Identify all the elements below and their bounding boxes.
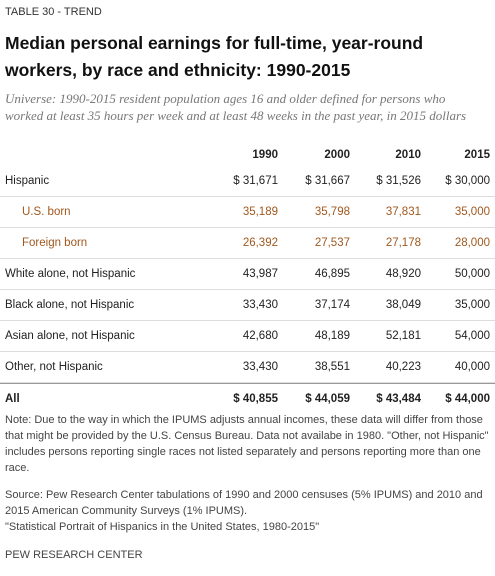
row-label: Other, not Hispanic [5, 361, 103, 373]
cell-value: $ 31,671 [233, 175, 278, 187]
cell-value: 50,000 [454, 268, 490, 280]
row-label: U.S. born [22, 206, 71, 218]
row-label: Hispanic [5, 175, 50, 187]
cell-value: 37,831 [385, 206, 421, 218]
cell-value: 40,223 [385, 361, 421, 373]
subtitle: Universe: 1990-2015 resident population … [5, 91, 467, 123]
table-row: All $ 40,855 $ 44,059 $ 43,484 $ 44,000 [0, 383, 495, 414]
note: Note: Due to the way in which the IPUMS … [5, 414, 489, 474]
cell-value: 42,680 [242, 330, 278, 342]
cell-value: 33,430 [242, 361, 278, 373]
cell-value: 38,551 [314, 361, 350, 373]
source: Source: Pew Research Center tabulations … [5, 489, 483, 517]
cell-value: $ 44,059 [305, 393, 350, 405]
org: PEW RESEARCH CENTER [5, 549, 143, 561]
row-label: Asian alone, not Hispanic [5, 330, 135, 342]
cell-value: $ 43,484 [376, 393, 421, 405]
cell-value: 28,000 [454, 237, 490, 249]
cell-value: 46,895 [314, 268, 350, 280]
cell-value: 26,392 [242, 237, 278, 249]
table-row: Asian alone, not Hispanic 42,680 48,189 52,… [0, 321, 495, 352]
cell-value: 35,798 [314, 206, 350, 218]
title: Median personal earnings for full-time, … [5, 33, 424, 80]
cell-value: $ 40,855 [233, 393, 278, 405]
table: 1990 2000 2010 2015 Hispanic $ 31,671 $ 31,667… [0, 144, 495, 414]
row-label: White alone, not Hispanic [5, 268, 136, 280]
table-row: Black alone, not Hispanic 33,430 37,174 38,… [0, 290, 495, 321]
table-row: Hispanic $ 31,671 $ 31,667 $ 31,526 $ 30,000 [0, 166, 495, 197]
cell-value: 40,000 [454, 361, 490, 373]
cell-value: 27,537 [314, 237, 350, 249]
cell-value: $ 30,000 [445, 175, 490, 187]
table-row: White alone, not Hispanic 43,987 46,895 48,… [0, 259, 495, 290]
table-row: U.S. born 35,189 35,798 37,831 35,000 [0, 197, 495, 228]
report: "Statistical Portrait of Hispanics in th… [5, 521, 320, 533]
table-label: TABLE 30 - TREND [5, 6, 102, 18]
table-row: Other, not Hispanic 33,430 38,551 40,223 40,… [0, 352, 495, 383]
cell-value: 48,189 [314, 330, 350, 342]
cell-value: 35,189 [242, 206, 278, 218]
cell-value: 35,000 [454, 206, 490, 218]
header-row: 1990 2000 2010 2015 [0, 144, 495, 166]
cell-value: $ 31,667 [305, 175, 350, 187]
row-label: Black alone, not Hispanic [5, 299, 135, 311]
cell-value: 27,178 [385, 237, 421, 249]
column-header: 2010 [395, 149, 421, 161]
cell-value: 37,174 [314, 299, 350, 311]
cell-value: $ 44,000 [445, 393, 490, 405]
cell-value: 33,430 [242, 299, 278, 311]
cell-value: 35,000 [454, 299, 490, 311]
row-label: All [5, 393, 20, 405]
cell-value: 48,920 [385, 268, 421, 280]
cell-value: 38,049 [385, 299, 421, 311]
column-header: 1990 [252, 149, 278, 161]
row-label: Foreign born [22, 237, 88, 249]
column-header: 2015 [464, 149, 490, 161]
cell-value: $ 31,526 [376, 175, 421, 187]
column-header: 2000 [324, 149, 350, 161]
cell-value: 52,181 [385, 330, 421, 342]
table-row: Foreign born 26,392 27,537 27,178 28,000 [0, 228, 495, 259]
cell-value: 43,987 [242, 268, 278, 280]
cell-value: 54,000 [454, 330, 490, 342]
